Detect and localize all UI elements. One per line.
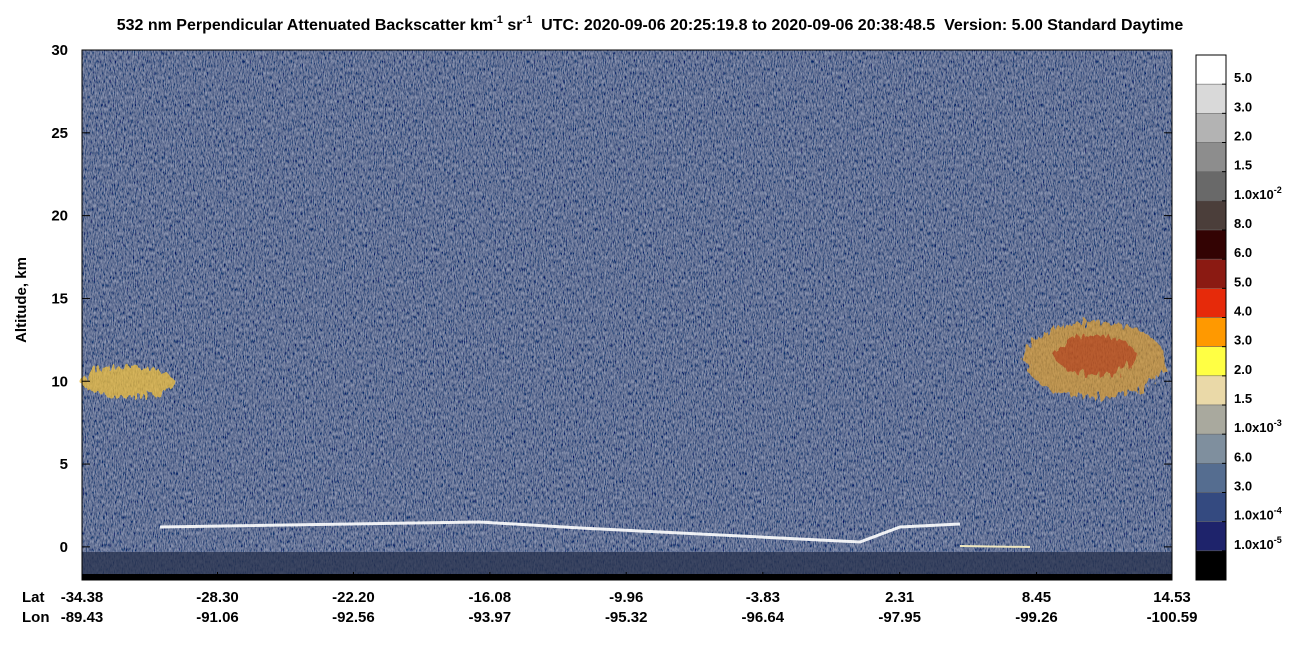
- lat-tick-label: -28.30: [196, 589, 239, 606]
- colorbar-label-text: 3.0: [1234, 479, 1252, 494]
- surface-line: [959, 545, 1031, 548]
- colorbar-label-text: 1.0x10: [1234, 420, 1274, 435]
- colorbar-label-text: 1.0x10: [1234, 187, 1274, 202]
- heatmap-image: [81, 49, 1173, 581]
- colorbar-box: [1195, 229, 1227, 260]
- lon-tick-label: -92.56: [332, 609, 375, 626]
- colorbar-box: [1195, 171, 1227, 202]
- colorbar-box: [1195, 404, 1227, 435]
- cloud-feature: [1055, 335, 1135, 375]
- title-sup: -1: [493, 14, 503, 26]
- colorbar-label-text: 3.0: [1234, 99, 1252, 114]
- colorbar-box: [1195, 317, 1227, 347]
- lon-tick-label: -99.26: [1015, 609, 1058, 626]
- colorbar-label-text: 8.0: [1234, 216, 1252, 231]
- lon-tick-label: -89.43: [61, 609, 104, 626]
- colorbar-label: 1.0x10-4: [1234, 506, 1282, 523]
- lat-tick-label: -16.08: [469, 589, 512, 606]
- lon-tick-label: -100.59: [1147, 609, 1198, 626]
- colorbar-label: 2.0: [1234, 129, 1252, 144]
- colorbar-label: 5.0: [1234, 274, 1252, 289]
- colorbar-label-text: 5.0: [1234, 274, 1252, 289]
- colorbar-box: [1195, 288, 1227, 318]
- x-row-label: Lon: [22, 609, 50, 626]
- title-sup: -1: [523, 14, 533, 26]
- colorbar-box: [1195, 346, 1227, 377]
- lon-tick-label: -96.64: [742, 609, 785, 626]
- x-row-label: Lat: [22, 589, 45, 606]
- y-tick-label: 0: [60, 539, 68, 556]
- surface-line: [159, 520, 961, 544]
- colorbar-label-exponent: -4: [1274, 506, 1282, 516]
- colorbar-label: 1.0x10-2: [1234, 185, 1282, 202]
- y-tick-label: 30: [51, 42, 68, 59]
- lat-tick-label: 14.53: [1153, 589, 1191, 606]
- lon-tick-label: -97.95: [878, 609, 921, 626]
- colorbar-label-text: 1.5: [1234, 391, 1252, 406]
- colorbar-label-exponent: -2: [1274, 185, 1282, 195]
- colorbar-label-text: 3.0: [1234, 333, 1252, 348]
- plot-frame: [81, 49, 1173, 581]
- heatmap-noise: [82, 50, 1172, 580]
- lat-tick-label: -9.96: [609, 589, 643, 606]
- colorbar-label-text: 1.0x10: [1234, 508, 1274, 523]
- colorbar-label: 3.0: [1234, 333, 1252, 348]
- colorbar-label-exponent: -3: [1274, 418, 1282, 428]
- title-part: sr: [503, 17, 523, 34]
- colorbar-label: 6.0: [1234, 245, 1252, 260]
- colorbar-label: 1.5: [1234, 391, 1252, 406]
- colorbar-label: 3.0: [1234, 479, 1252, 494]
- below-surface-band: [82, 574, 1172, 580]
- colorbar-box: [1195, 142, 1227, 172]
- colorbar-box: [1195, 521, 1227, 552]
- colorbar-box: [1195, 200, 1227, 231]
- chart-title: 532 nm Perpendicular Attenuated Backscat…: [117, 14, 1184, 34]
- colorbar-label-text: 6.0: [1234, 449, 1252, 464]
- colorbar-box: [1195, 550, 1227, 581]
- colorbar-label-text: 5.0: [1234, 70, 1252, 85]
- y-tick-label: 10: [51, 373, 68, 390]
- colorbar-label-text: 6.0: [1234, 245, 1252, 260]
- colorbar-label-exponent: -5: [1274, 535, 1282, 545]
- colorbar-box: [1195, 492, 1227, 522]
- title-part: 532 nm Perpendicular Attenuated Backscat…: [117, 17, 493, 34]
- lat-tick-label: -22.20: [332, 589, 375, 606]
- colorbar-label: 5.0: [1234, 70, 1252, 85]
- lat-tick-label: -34.38: [61, 589, 104, 606]
- lat-tick-label: 8.45: [1022, 589, 1051, 606]
- cloud-feature: [82, 366, 174, 398]
- y-tick-label: 20: [51, 208, 68, 225]
- lon-tick-label: -95.32: [605, 609, 648, 626]
- colorbar-label: 8.0: [1234, 216, 1252, 231]
- colorbar-label: 1.0x10-5: [1234, 535, 1282, 552]
- colorbar-box: [1195, 83, 1227, 114]
- colorbar-label: 1.5: [1234, 158, 1252, 173]
- colorbar-label-text: 1.0x10: [1234, 537, 1274, 552]
- colorbar-label: 4.0: [1234, 304, 1252, 319]
- colorbar-label: 2.0: [1234, 362, 1252, 377]
- colorbar-box: [1195, 463, 1227, 493]
- colorbar-label: 1.0x10-3: [1234, 418, 1282, 435]
- y-axis-label: Altitude, km: [13, 257, 30, 343]
- colorbar-box: [1195, 433, 1227, 464]
- colorbar-box: [1195, 258, 1227, 289]
- y-tick-label: 15: [51, 290, 68, 307]
- lon-tick-label: -91.06: [196, 609, 239, 626]
- colorbar-label-text: 2.0: [1234, 362, 1252, 377]
- colorbar-box: [1195, 113, 1227, 143]
- lon-tick-label: -93.97: [469, 609, 512, 626]
- colorbar-label: 3.0: [1234, 99, 1252, 114]
- y-tick-label: 5: [60, 456, 68, 473]
- y-tick-label: 25: [51, 125, 68, 142]
- colorbar-label-text: 2.0: [1234, 129, 1252, 144]
- colorbar-box: [1195, 375, 1227, 406]
- colorbar-box: [1195, 54, 1227, 85]
- title-part: UTC: 2020-09-06 20:25:19.8 to 2020-09-06…: [532, 17, 1183, 34]
- colorbar-label: 6.0: [1234, 449, 1252, 464]
- colorbar-label-text: 4.0: [1234, 304, 1252, 319]
- colorbar-label-text: 1.5: [1234, 158, 1252, 173]
- lat-tick-label: -3.83: [746, 589, 780, 606]
- lat-tick-label: 2.31: [885, 589, 914, 606]
